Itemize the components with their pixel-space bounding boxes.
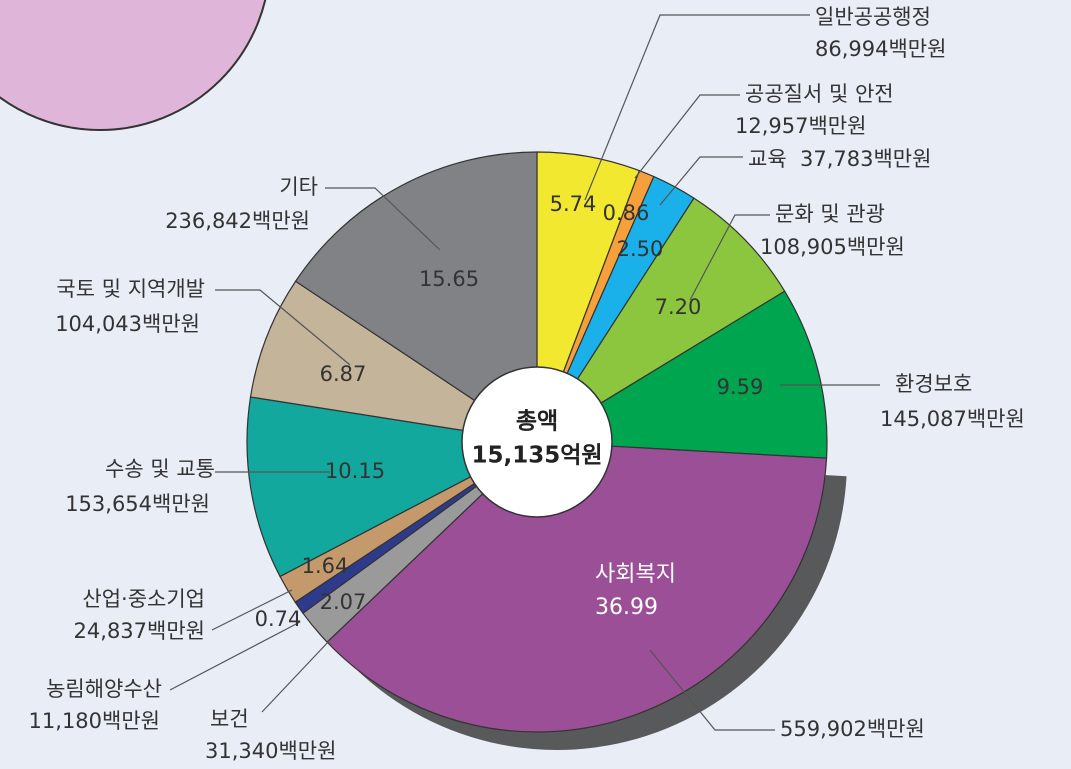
- amount-label: 236,842백만원: [165, 209, 310, 233]
- amount-label: 108,905백만원: [760, 235, 905, 259]
- slice: [536, 197, 786, 443]
- leader-line: [325, 187, 441, 251]
- leader-line: [649, 649, 775, 731]
- category-label: 환경보호: [895, 372, 972, 396]
- category-label: 농림해양수산: [46, 677, 162, 701]
- category-label: 공공질서 및 안전: [745, 82, 894, 106]
- decoration: [0, 0, 267, 131]
- amount-label: 24,837백만원: [74, 619, 205, 643]
- category-label: 교육: [748, 147, 787, 171]
- leader-line: [215, 289, 351, 366]
- category-label: 수송 및 교통: [105, 457, 215, 481]
- value-label: 1.64: [302, 554, 349, 578]
- value-label: 0.74: [255, 607, 302, 631]
- value-label: 10.15: [325, 459, 385, 483]
- amount-label: 86,994백만원: [815, 37, 946, 61]
- category-label: 국토 및 지역개발: [56, 277, 205, 301]
- amount-label: 37,783백만원: [800, 147, 931, 171]
- amount-label: 559,902백만원: [780, 717, 925, 741]
- leader-line: [261, 639, 331, 713]
- amount-label: 12,957백만원: [735, 114, 866, 138]
- value-label: 6.87: [320, 362, 367, 386]
- value-label: 15.65: [419, 267, 479, 291]
- value-label: 2.07: [320, 590, 367, 614]
- value-label: 2.50: [617, 237, 664, 261]
- value-label: 7.20: [655, 295, 702, 319]
- category-label: 기타: [279, 175, 318, 199]
- category-label: 보건: [210, 707, 249, 731]
- leader-line: [211, 589, 293, 631]
- value-label: 36.99: [595, 595, 658, 620]
- amount-label: 31,340백만원: [205, 739, 336, 763]
- category-label: 산업·중소기업: [82, 587, 205, 611]
- slice: [294, 151, 538, 444]
- slice: [326, 441, 828, 733]
- category-label: 문화 및 관광: [775, 202, 885, 226]
- amount-label: 11,180백만원: [29, 709, 160, 733]
- amount-label: 104,043백만원: [55, 312, 200, 336]
- leader-line: [659, 156, 743, 206]
- category-label: 사회복지: [595, 562, 676, 587]
- value-label: 0.86: [603, 201, 650, 225]
- amount-label: 153,654백만원: [65, 492, 210, 516]
- slice: [535, 290, 828, 459]
- center-title: 총액: [516, 409, 558, 435]
- leader-line: [634, 94, 740, 179]
- amount-label: 145,087백만원: [880, 407, 1025, 431]
- leader-line: [689, 214, 770, 301]
- category-label: 일반공공행정: [815, 5, 931, 29]
- value-label: 9.59: [717, 375, 764, 399]
- leader-line: [584, 14, 810, 201]
- slice: [249, 280, 538, 443]
- value-label: 5.74: [550, 192, 597, 216]
- center-circle: [461, 366, 613, 518]
- leader-line: [169, 621, 301, 691]
- center-total: 15,135억원: [471, 443, 602, 469]
